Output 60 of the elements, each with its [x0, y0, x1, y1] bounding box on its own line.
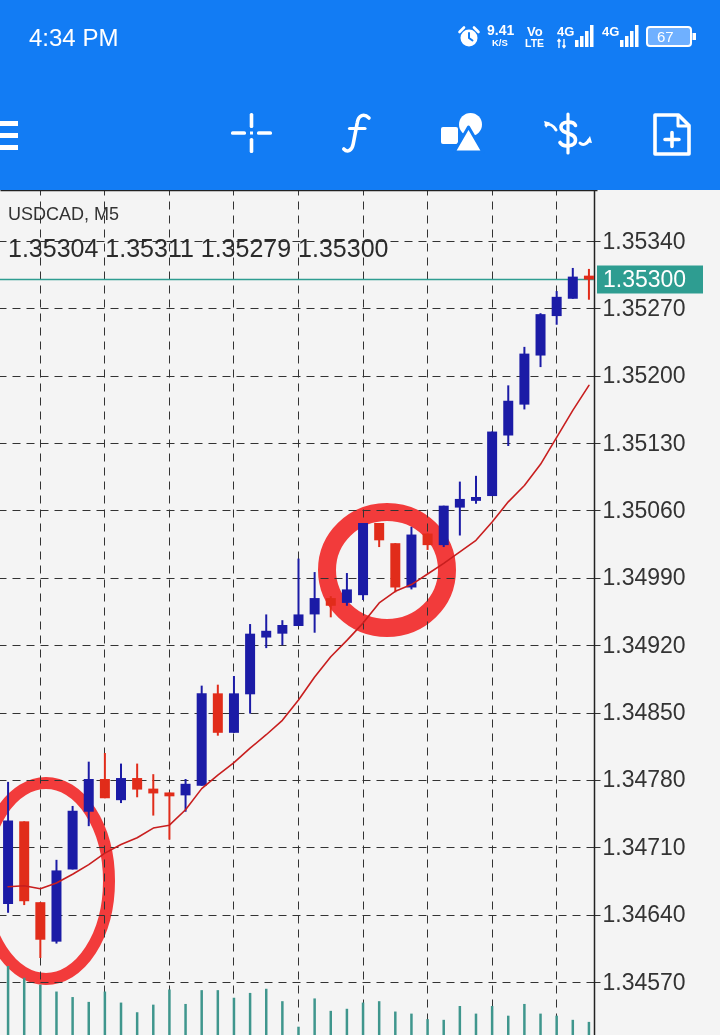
- text: 4:34 PM: [29, 24, 119, 51]
- candlestick: [309, 571, 320, 634]
- bar: [426, 1019, 429, 1035]
- bar: [394, 1011, 397, 1035]
- candlestick: [470, 474, 481, 505]
- bar: [168, 989, 171, 1035]
- text: 9.41: [487, 22, 515, 38]
- y-tick-label: 1.35200: [602, 362, 686, 389]
- candlestick: [277, 619, 288, 647]
- text: 1.35304 1.35311 1.35279 1.35300: [8, 234, 389, 262]
- candlestick: [261, 613, 272, 650]
- text: 67: [657, 28, 674, 45]
- bar: [152, 1004, 155, 1035]
- candlestick: [325, 595, 336, 619]
- candlestick: [583, 267, 594, 301]
- y-tick-label: 1.34850: [602, 699, 686, 726]
- y-tick-label: 1.34990: [602, 564, 686, 591]
- bar: [297, 1026, 300, 1035]
- bar: [71, 997, 74, 1035]
- candlestick: [132, 762, 143, 799]
- bar: [184, 1003, 187, 1035]
- ref-line-label: 1.35300: [603, 265, 687, 292]
- bar: [87, 1001, 90, 1035]
- y-tick-label: 1.34640: [602, 901, 686, 928]
- bar: [555, 1015, 558, 1035]
- text: K/S: [492, 37, 508, 48]
- bar: [442, 1019, 445, 1035]
- text: 4G: [602, 24, 620, 39]
- candlestick: [99, 752, 110, 800]
- y-tick-label: 1.34780: [602, 766, 686, 793]
- candlestick: [116, 762, 127, 805]
- bar: [200, 990, 203, 1035]
- y-tick-label: 1.35130: [602, 429, 686, 456]
- text: USDCAD, M5: [8, 204, 120, 224]
- candlestick: [164, 791, 175, 841]
- y-tick-label: 1.34920: [602, 631, 686, 658]
- bar: [507, 1015, 510, 1035]
- y-tick-label: 1.34710: [602, 833, 686, 860]
- bar: [55, 991, 58, 1035]
- candlestick: [551, 290, 562, 326]
- y-tick-label: 1.35060: [602, 496, 686, 523]
- bar: [313, 998, 316, 1035]
- bar: [39, 984, 42, 1035]
- y-tick-label: 1.35270: [602, 294, 686, 321]
- bar: [539, 1013, 542, 1035]
- bar: [281, 1001, 284, 1035]
- text: LTE: [525, 37, 545, 49]
- y-tick-label: 1.35340: [602, 227, 686, 254]
- bar: [523, 1003, 526, 1035]
- text: Vo: [527, 24, 543, 39]
- text: 4G: [557, 24, 575, 39]
- candlestick: [293, 557, 304, 627]
- bar: [410, 1013, 413, 1035]
- candlestick: [454, 480, 465, 537]
- candlestick: [567, 266, 578, 300]
- line-series: [7, 384, 590, 890]
- candlestick: [180, 778, 191, 813]
- candlestick: [341, 572, 352, 607]
- candlestick: [374, 522, 385, 549]
- y-tick-label: 1.34570: [602, 968, 686, 995]
